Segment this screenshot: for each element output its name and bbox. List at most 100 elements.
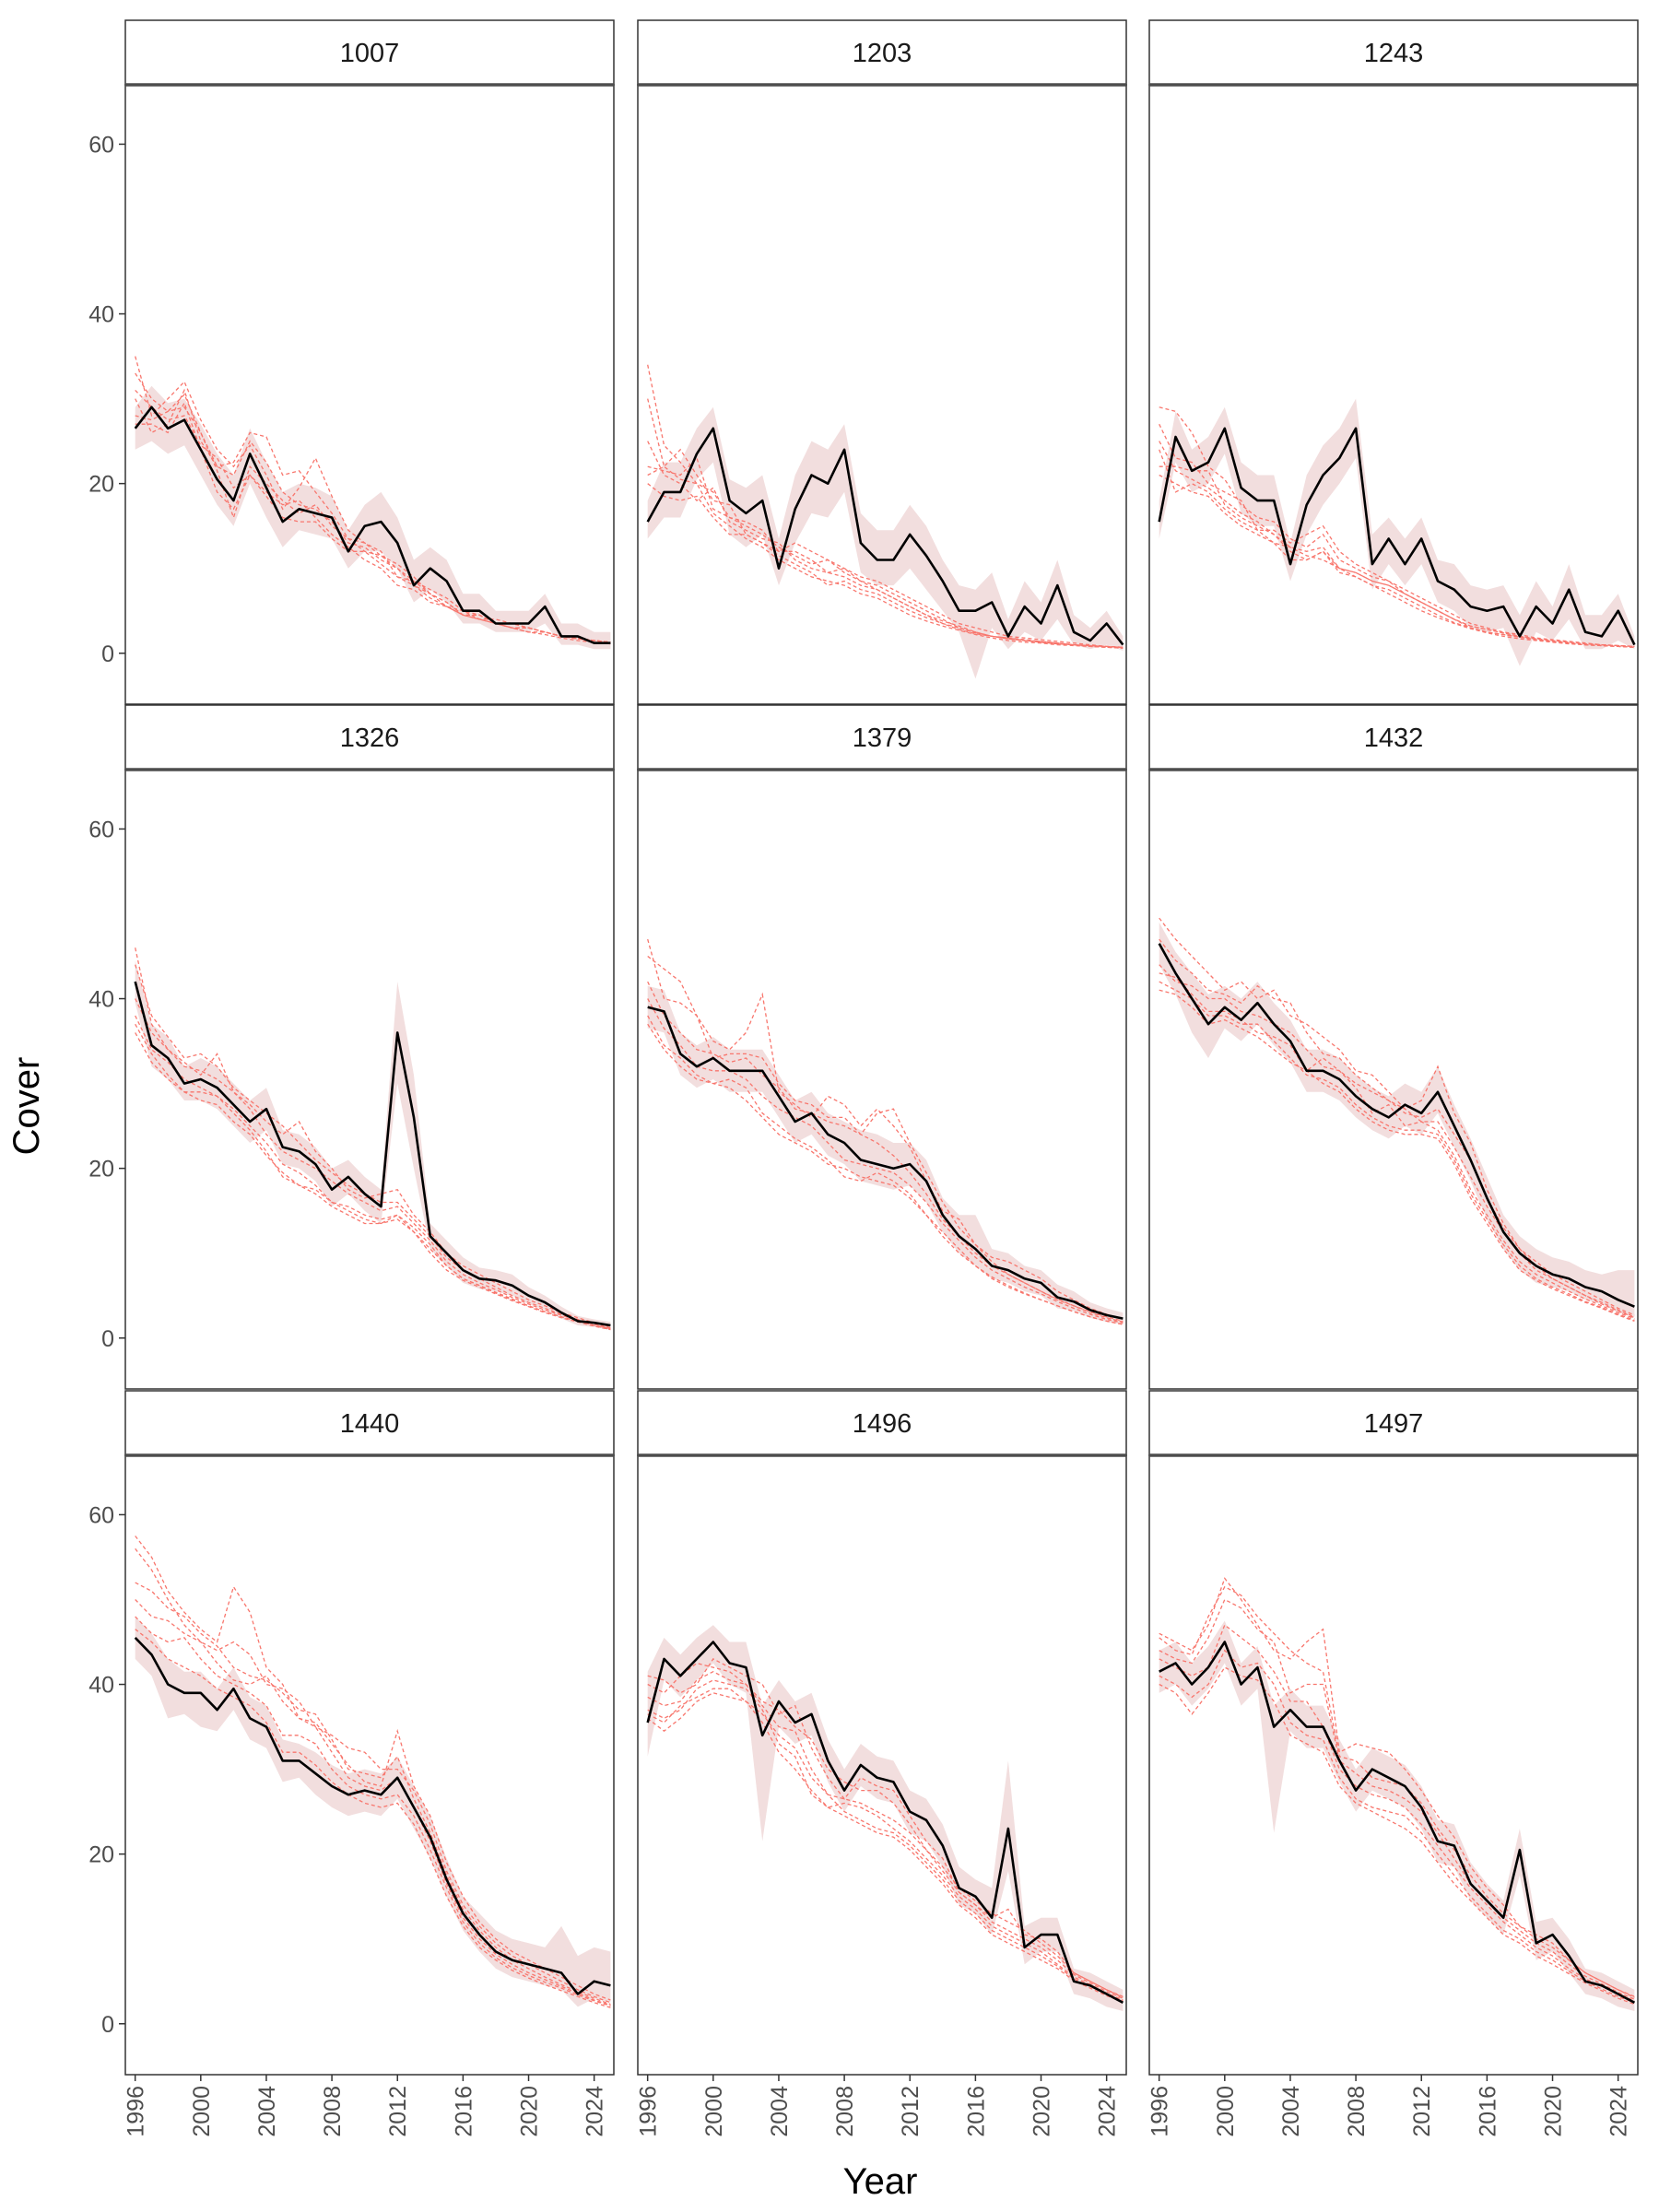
facet-strip	[124, 1390, 615, 1456]
simulated-line	[647, 938, 1124, 1321]
observed-line	[134, 406, 611, 645]
simulated-line	[135, 1599, 611, 2006]
simulated-line	[135, 1023, 611, 1331]
simulated-line	[647, 465, 1124, 649]
x-tick-label: 2016	[1475, 2086, 1500, 2137]
facet-strip	[124, 19, 615, 86]
simulated-line	[1159, 972, 1635, 1320]
x-tick-label: 2024	[582, 2086, 608, 2137]
simulated-line	[135, 1535, 611, 2001]
simulated-line	[135, 947, 611, 1328]
facet-panel: 1440	[124, 1390, 615, 2076]
simulated-line	[647, 1662, 1124, 1998]
confidence-ribbon	[647, 1625, 1124, 2011]
simulated-line	[647, 981, 1124, 1323]
facet-panel: 1326	[124, 704, 615, 1390]
x-tick-label: 2004	[254, 2086, 280, 2137]
simulated-line	[135, 1032, 611, 1331]
simulated-line	[647, 1658, 1124, 1997]
y-tick-label: 0	[101, 2012, 114, 2038]
confidence-ribbon	[135, 960, 611, 1330]
simulated-line	[1159, 964, 1635, 1319]
observed-line	[647, 1006, 1124, 1320]
simulated-line	[1159, 1598, 1635, 2000]
y-tick-label: 40	[88, 1673, 114, 1699]
facet-panel: 1203	[637, 19, 1127, 705]
confidence-ribbon	[1159, 398, 1635, 666]
observed-line	[646, 427, 1124, 646]
simulated-line	[1159, 406, 1635, 648]
y-tick-label: 40	[88, 302, 114, 328]
simulated-line	[1159, 1585, 1635, 1998]
x-tick-label: 2024	[1095, 2086, 1121, 2137]
facet-panel: 1432	[1148, 704, 1639, 1390]
simulated-line	[647, 1670, 1124, 1999]
observed-line	[1159, 1641, 1636, 2004]
simulated-line	[1159, 474, 1635, 648]
facet-panels: 1007 1203 1243 1326 1379 1432 1440 1496 1497	[124, 19, 1639, 2076]
facet-panel: 1496	[637, 1390, 1127, 2076]
facet-strip-label: 1007	[340, 39, 400, 68]
facet-strip	[124, 704, 615, 771]
facet-strip	[1148, 704, 1639, 771]
simulated-line	[1159, 989, 1635, 1323]
y-tick-label: 20	[88, 1157, 114, 1182]
simulated-line	[647, 998, 1124, 1324]
facet-panel: 1243	[1148, 19, 1639, 705]
y-tick-label: 20	[88, 1842, 114, 1868]
facet-panel: 1007	[124, 19, 615, 705]
simulated-line	[1159, 423, 1635, 648]
simulated-line	[135, 406, 611, 643]
facet-panel: 1497	[1148, 1390, 1639, 2076]
simulated-line	[135, 964, 611, 1329]
observed-line	[646, 1641, 1124, 2004]
x-tick-label: 2012	[385, 2086, 411, 2137]
simulated-line	[647, 1015, 1124, 1325]
axes: 0 20 40 60 0 20 40 60 0 20 40 60 1996 2000 2004 2008 201…	[88, 132, 1632, 2136]
simulated-line	[135, 998, 611, 1330]
simulated-line	[135, 1616, 611, 2007]
simulated-line	[647, 483, 1124, 649]
facet-strip	[637, 704, 1127, 771]
simulated-line	[647, 364, 1124, 648]
facet-strip	[637, 19, 1127, 86]
x-tick-label: 2004	[1278, 2086, 1304, 2137]
x-tick-label: 2000	[189, 2086, 215, 2137]
x-tick-label: 1996	[636, 2086, 662, 2137]
x-tick-label: 2016	[963, 2086, 989, 2137]
x-tick-label: 2012	[898, 2086, 924, 2137]
y-tick-label: 20	[88, 472, 114, 498]
simulated-line	[647, 398, 1124, 648]
simulated-line	[135, 401, 611, 645]
x-tick-label: 2008	[320, 2086, 346, 2137]
simulated-line	[647, 1023, 1124, 1325]
observed-line	[1158, 943, 1635, 1308]
simulated-line	[647, 1679, 1124, 2001]
facet-strip	[1148, 19, 1639, 86]
observed-line	[134, 981, 611, 1327]
x-tick-label: 2000	[701, 2086, 727, 2137]
facet-strip-label: 1440	[340, 1409, 400, 1439]
x-tick-label: 2012	[1409, 2086, 1435, 2137]
confidence-ribbon	[1159, 922, 1635, 1317]
confidence-ribbon	[1159, 1620, 1635, 2011]
facet-strip-label: 1326	[340, 724, 400, 753]
y-tick-label: 40	[88, 987, 114, 1013]
simulated-line	[135, 1629, 611, 2008]
x-tick-label: 2008	[1344, 2086, 1370, 2137]
confidence-ribbon	[647, 985, 1124, 1324]
y-tick-label: 60	[88, 132, 114, 158]
facet-strip-label: 1379	[853, 724, 912, 753]
x-tick-label: 2020	[1541, 2086, 1567, 2137]
x-tick-label: 1996	[1147, 2086, 1173, 2137]
x-tick-label: 2004	[767, 2086, 793, 2137]
x-tick-label: 2008	[832, 2086, 858, 2137]
confidence-ribbon	[135, 1616, 611, 2007]
confidence-ribbon	[647, 406, 1124, 679]
x-tick-label: 1996	[124, 2086, 149, 2137]
facet-strip-label: 1203	[853, 39, 912, 68]
y-tick-label: 0	[101, 641, 114, 667]
simulated-line	[647, 1692, 1124, 2003]
facet-strip-label: 1496	[853, 1409, 912, 1439]
